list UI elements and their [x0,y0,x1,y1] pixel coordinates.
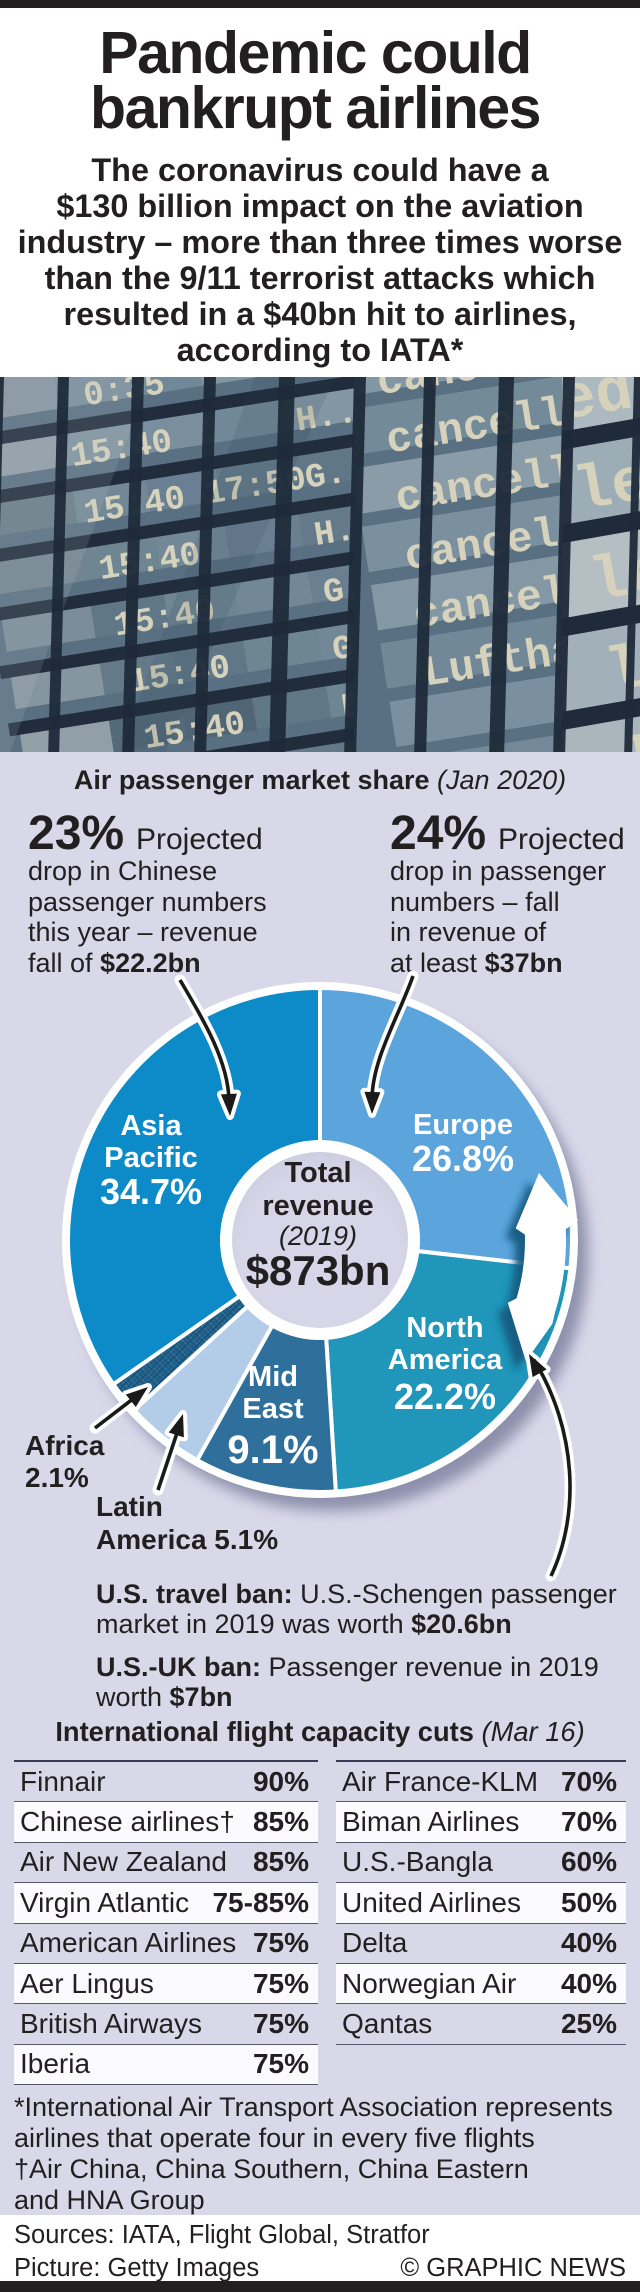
svg-text:H..: H.. [294,394,360,441]
svg-text:Africa: Africa [25,1430,105,1461]
svg-text:East: East [242,1393,304,1425]
svg-text:America: America [388,1344,503,1376]
svg-text:Europe: Europe [413,1109,513,1141]
svg-text:G..: G.. [303,452,369,499]
svg-text:Asia: Asia [120,1110,182,1142]
svg-text:$873bn: $873bn [246,1247,391,1294]
svg-text:North: North [406,1312,483,1344]
svg-text:2.1%: 2.1% [25,1462,89,1493]
svg-text:26.8%: 26.8% [412,1138,514,1179]
svg-text:H..: H.. [312,509,378,556]
svg-text:Total: Total [284,1157,351,1189]
svg-text:22.2%: 22.2% [394,1376,496,1417]
svg-text:Mid: Mid [248,1361,298,1393]
svg-text:America 5.1%: America 5.1% [96,1524,278,1555]
svg-text:Pacific: Pacific [104,1142,198,1174]
svg-text:(2019): (2019) [279,1221,357,1251]
svg-text:34.7%: 34.7% [100,1171,202,1212]
svg-text:Latin: Latin [96,1491,163,1522]
svg-text:revenue: revenue [262,1190,373,1222]
svg-text:9.1%: 9.1% [227,1428,318,1472]
